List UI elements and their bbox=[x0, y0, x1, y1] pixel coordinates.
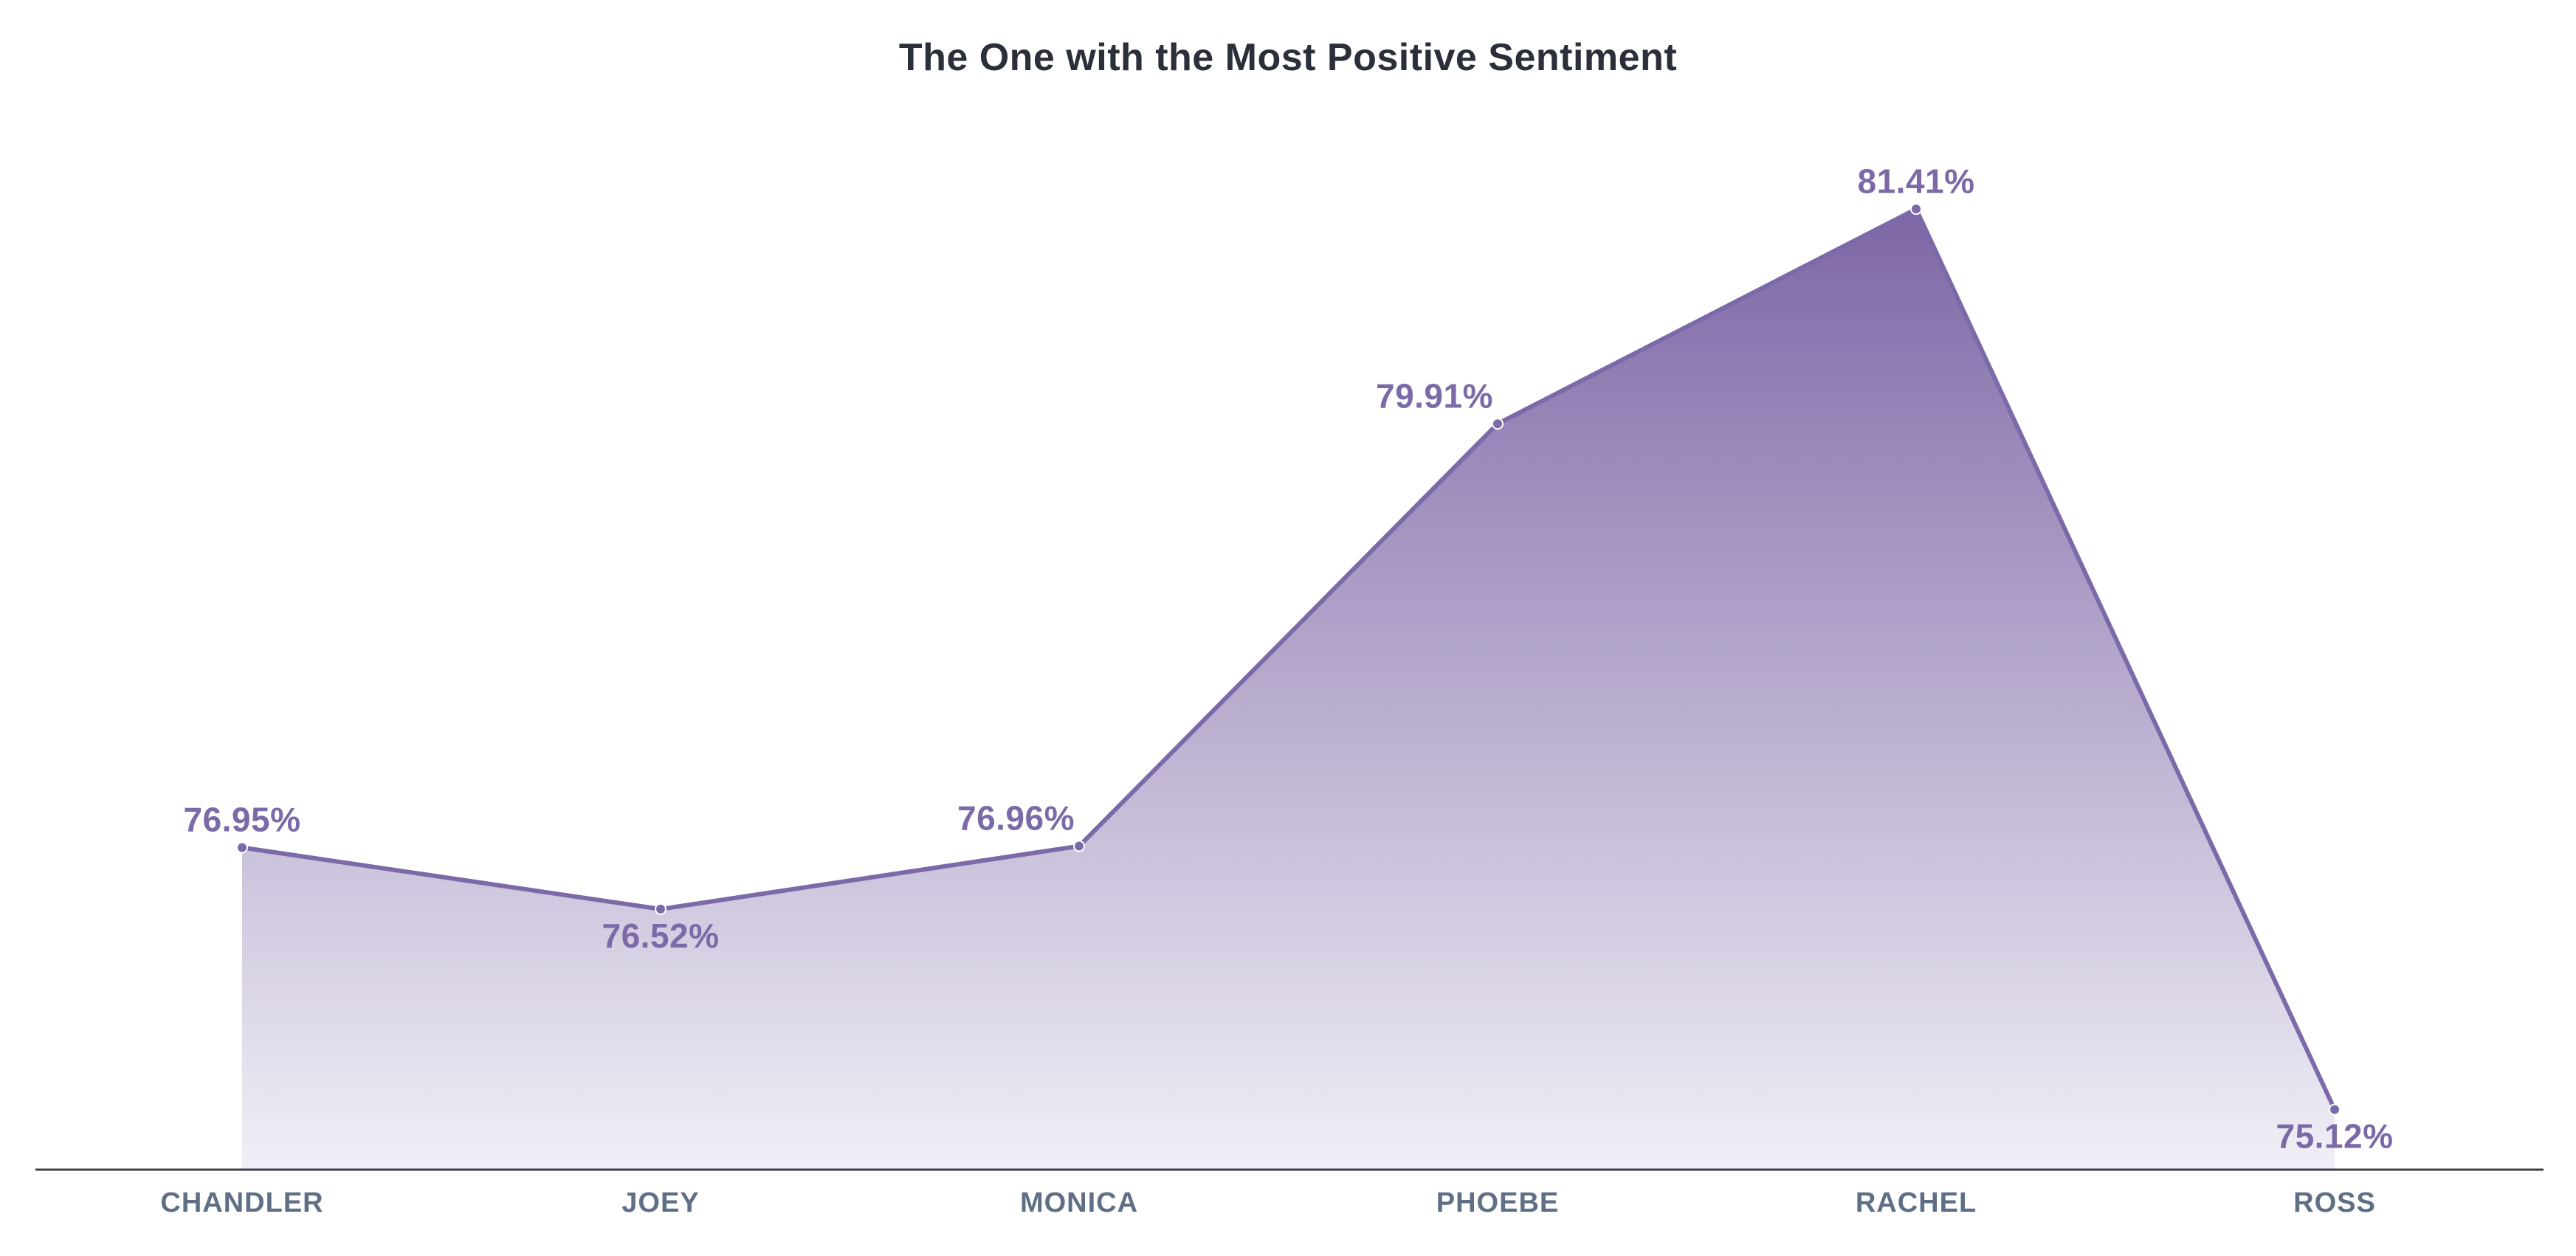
data-point bbox=[1910, 203, 1922, 215]
data-label: 75.12% bbox=[2276, 1117, 2393, 1156]
data-label: 76.96% bbox=[957, 799, 1075, 838]
x-tick-label: PHOEBE bbox=[1436, 1187, 1559, 1218]
data-label: 76.95% bbox=[183, 801, 300, 839]
data-point bbox=[1492, 418, 1504, 430]
data-point bbox=[1073, 840, 1085, 852]
chart-title: The One with the Most Positive Sentiment bbox=[898, 36, 1678, 79]
data-point bbox=[236, 841, 248, 854]
area-fill bbox=[242, 209, 2335, 1170]
x-tick-label: CHANDLER bbox=[160, 1187, 323, 1218]
data-label: 79.91% bbox=[1376, 376, 1493, 415]
series-line bbox=[241, 207, 2337, 1111]
data-point bbox=[2329, 1103, 2341, 1116]
data-label: 81.41% bbox=[1857, 162, 1974, 200]
x-tick-label: ROSS bbox=[2293, 1187, 2376, 1218]
x-tick-label: RACHEL bbox=[1856, 1187, 1977, 1218]
x-tick-label: JOEY bbox=[621, 1187, 699, 1218]
x-tick-label: MONICA bbox=[1020, 1187, 1138, 1218]
data-label: 76.52% bbox=[602, 917, 719, 955]
data-point bbox=[655, 903, 667, 915]
